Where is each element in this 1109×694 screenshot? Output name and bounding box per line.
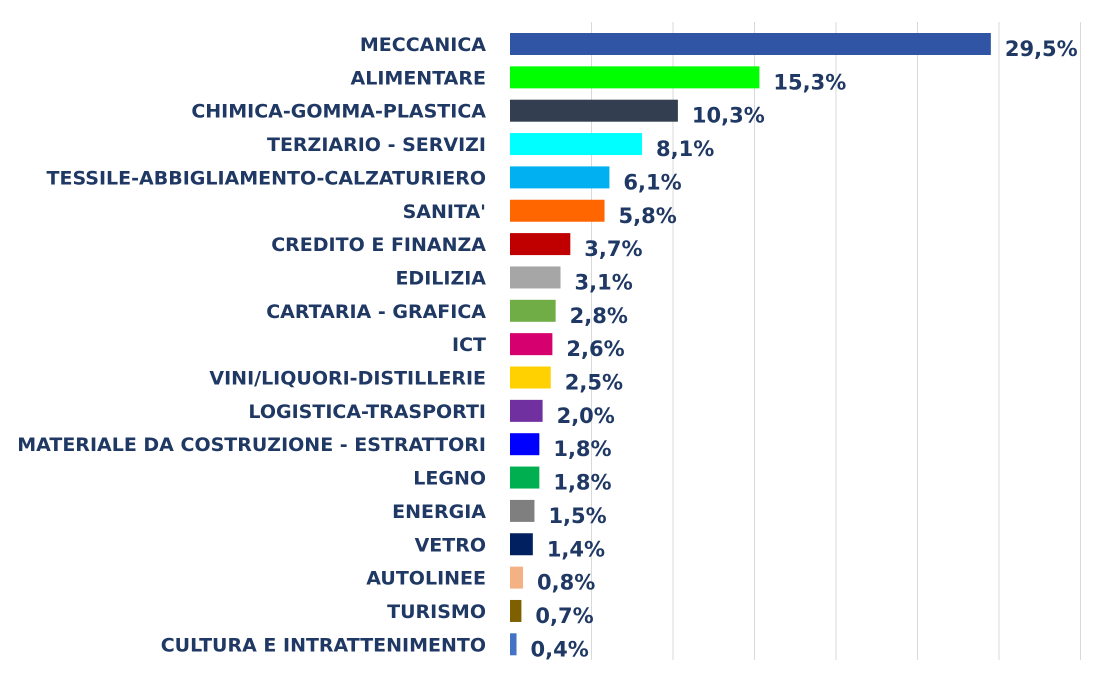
category-label: AUTOLINEE <box>366 568 486 590</box>
data-label: 1,5% <box>548 504 606 528</box>
category-label: CULTURA E INTRATTENIMENTO <box>161 634 486 656</box>
data-label: 0,8% <box>537 571 595 595</box>
category-label: CARTARIA - GRAFICA <box>266 301 486 323</box>
category-label: MECCANICA <box>360 34 486 56</box>
category-label: LEGNO <box>413 468 486 490</box>
bar <box>510 533 533 556</box>
category-label: EDILIZIA <box>395 267 486 289</box>
category-label: TERZIARIO - SERVIZI <box>267 134 486 156</box>
bar <box>510 33 991 55</box>
bar <box>510 133 643 156</box>
category-label: ICT <box>452 334 486 356</box>
grid-layer <box>591 22 1081 660</box>
category-label: ENERGIA <box>392 501 486 523</box>
data-label: 2,0% <box>557 404 615 428</box>
bar <box>510 499 535 522</box>
data-label: 15,3% <box>773 70 846 94</box>
data-label: 0,4% <box>531 637 589 661</box>
data-label: 29,5% <box>1005 37 1078 61</box>
bar <box>510 633 517 656</box>
bar <box>510 333 553 356</box>
bar <box>510 66 760 89</box>
bar <box>510 466 540 489</box>
data-label: 3,7% <box>584 237 642 261</box>
data-label: 3,1% <box>575 270 633 294</box>
category-label: CHIMICA-GOMMA-PLASTICA <box>191 101 486 123</box>
data-label: 2,5% <box>565 371 623 395</box>
bar <box>510 199 605 222</box>
data-label: 2,6% <box>566 337 624 361</box>
category-label: SANITA' <box>403 201 486 223</box>
category-label: ALIMENTARE <box>351 67 486 89</box>
data-label: 1,8% <box>553 471 611 495</box>
data-label: 0,7% <box>535 604 593 628</box>
data-label: 6,1% <box>623 170 681 194</box>
bar <box>510 166 610 189</box>
category-label: TESSILE-ABBIGLIAMENTO-CALZATURIERO <box>47 167 486 189</box>
data-label: 8,1% <box>656 137 714 161</box>
bar <box>510 399 543 422</box>
category-label: VETRO <box>415 534 486 556</box>
bar <box>510 266 561 289</box>
data-label: 5,8% <box>619 204 677 228</box>
bar <box>510 566 524 589</box>
data-label: 10,3% <box>692 104 765 128</box>
bar <box>510 433 540 456</box>
category-label: TURISMO <box>387 601 486 623</box>
category-label: MATERIALE DA COSTRUZIONE - ESTRATTORI <box>17 434 486 456</box>
bar <box>510 366 551 389</box>
bar <box>510 599 522 622</box>
category-label: VINI/LIQUORI-DISTILLERIE <box>209 368 486 390</box>
category-label: LOGISTICA-TRASPORTI <box>248 401 486 423</box>
category-label: CREDITO E FINANZA <box>271 234 486 256</box>
label-layer: MECCANICA 29,5% ALIMENTARE 15,3% CHIMICA-GOM… <box>17 34 1077 661</box>
bar <box>510 299 556 322</box>
data-label: 2,8% <box>570 304 628 328</box>
data-label: 1,4% <box>547 537 605 561</box>
bar <box>510 99 678 122</box>
bar <box>510 233 571 256</box>
bar-layer <box>510 33 991 656</box>
data-label: 1,8% <box>553 437 611 461</box>
